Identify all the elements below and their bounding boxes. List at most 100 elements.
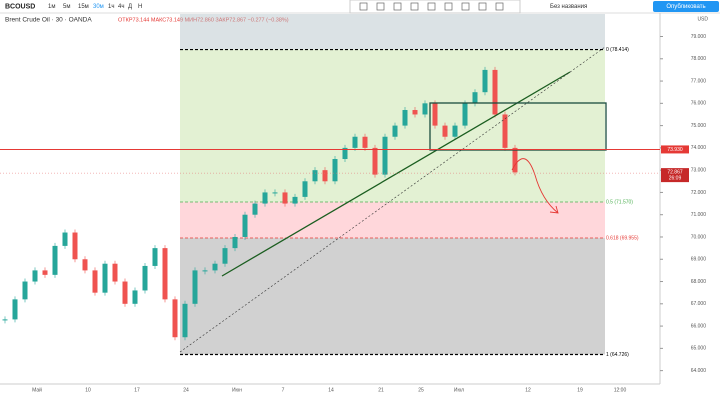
candle bbox=[222, 248, 228, 264]
y-tick-label: 66.000 bbox=[691, 323, 707, 329]
x-tick-label: 7 bbox=[282, 387, 285, 393]
candle bbox=[12, 299, 18, 320]
publish-label[interactable]: Опубликовать bbox=[666, 4, 705, 10]
interval[interactable]: 1м bbox=[48, 4, 55, 10]
fib-label: 0.618 (69.955) bbox=[606, 235, 639, 241]
tool-icon[interactable] bbox=[359, 2, 368, 11]
tool-icon[interactable] bbox=[461, 2, 470, 11]
drawing-tools bbox=[349, 0, 521, 14]
price-label: 73.930 bbox=[667, 147, 683, 153]
candle bbox=[412, 110, 418, 115]
y-tick-label: 77.000 bbox=[691, 78, 707, 84]
candle bbox=[32, 270, 38, 282]
candle bbox=[52, 245, 58, 275]
publish-button[interactable] bbox=[653, 1, 719, 12]
fib-zone bbox=[180, 14, 605, 50]
candle bbox=[132, 290, 138, 304]
y-tick-label: 71.000 bbox=[691, 212, 707, 218]
interval[interactable]: 30м bbox=[93, 4, 104, 10]
candle bbox=[432, 103, 438, 126]
y-tick-label: 70.000 bbox=[691, 234, 707, 240]
candle bbox=[292, 196, 298, 204]
candle bbox=[142, 265, 148, 291]
candle bbox=[242, 214, 248, 237]
y-tick-label: 76.000 bbox=[691, 101, 707, 107]
candle bbox=[462, 103, 468, 126]
x-tick-label: 12 bbox=[525, 387, 531, 393]
candle bbox=[162, 248, 168, 300]
y-tick-label: 73.000 bbox=[691, 167, 707, 173]
x-tick-label: Июл bbox=[454, 387, 464, 393]
last-price-label: 72.867 bbox=[667, 169, 683, 175]
candle bbox=[332, 159, 338, 182]
trend-line bbox=[221, 71, 571, 277]
candle bbox=[422, 103, 428, 115]
y-tick-label: 67.000 bbox=[691, 301, 707, 307]
fib-label: 0.5 (71.570) bbox=[606, 199, 633, 205]
candle bbox=[482, 69, 488, 93]
layout-name[interactable]: Без названия bbox=[550, 4, 587, 10]
currency: USD bbox=[697, 16, 708, 22]
price-label-box bbox=[661, 145, 689, 154]
candle bbox=[262, 192, 268, 204]
y-tick-label: 79.000 bbox=[691, 34, 707, 40]
candle bbox=[452, 125, 458, 137]
candle bbox=[112, 263, 118, 282]
candle bbox=[382, 136, 388, 175]
tool-icon[interactable] bbox=[427, 2, 436, 11]
tool-icon[interactable] bbox=[376, 2, 385, 11]
x-tick-label: 12:00 bbox=[614, 387, 627, 393]
candle bbox=[152, 248, 158, 266]
interval[interactable]: Д bbox=[128, 4, 132, 10]
candle bbox=[302, 181, 308, 197]
candle bbox=[42, 270, 48, 275]
range-box bbox=[429, 102, 607, 151]
candle bbox=[492, 69, 498, 115]
candle bbox=[22, 281, 28, 300]
candle bbox=[62, 232, 68, 246]
x-tick-label: 14 bbox=[328, 387, 334, 393]
interval[interactable]: 5м bbox=[63, 4, 70, 10]
candle bbox=[312, 170, 318, 182]
tool-icon[interactable] bbox=[393, 2, 402, 11]
candle bbox=[82, 259, 88, 271]
candle bbox=[192, 270, 198, 304]
tool-icon[interactable] bbox=[410, 2, 419, 11]
candle bbox=[122, 281, 128, 304]
tool-icon[interactable] bbox=[495, 2, 504, 11]
tool-icon[interactable] bbox=[478, 2, 487, 11]
candle bbox=[322, 170, 328, 182]
x-tick-label: 25 bbox=[418, 387, 424, 393]
x-tick-label: Июн bbox=[232, 387, 242, 393]
y-tick-label: 65.000 bbox=[691, 346, 707, 352]
interval[interactable]: 4ч bbox=[118, 4, 124, 10]
fib-label: 0 (78.414) bbox=[606, 47, 629, 53]
fib-label: 1 (64.726) bbox=[606, 352, 629, 358]
candle bbox=[352, 136, 358, 148]
symbol[interactable]: BCOUSD bbox=[5, 3, 35, 10]
tool-icon[interactable] bbox=[444, 2, 453, 11]
candle bbox=[282, 192, 288, 204]
candle bbox=[472, 92, 478, 104]
candle bbox=[2, 319, 8, 321]
fib-zone bbox=[180, 202, 605, 238]
y-tick-label: 78.000 bbox=[691, 56, 707, 62]
forecast-arrow bbox=[511, 158, 559, 214]
x-tick-label: 21 bbox=[378, 387, 384, 393]
candle bbox=[442, 125, 448, 137]
candle bbox=[202, 270, 208, 272]
candle bbox=[172, 299, 178, 338]
candle bbox=[102, 263, 108, 293]
fib-zone bbox=[180, 237, 605, 355]
candle bbox=[92, 270, 98, 293]
x-tick-label: Май bbox=[32, 386, 42, 393]
interval[interactable]: Н bbox=[138, 4, 142, 10]
interval[interactable]: 1ч bbox=[108, 4, 114, 10]
candle bbox=[212, 263, 218, 271]
candle bbox=[392, 125, 398, 137]
candle bbox=[252, 203, 258, 215]
candle bbox=[402, 110, 408, 126]
candle bbox=[232, 236, 238, 249]
interval[interactable]: 15м bbox=[78, 4, 89, 10]
